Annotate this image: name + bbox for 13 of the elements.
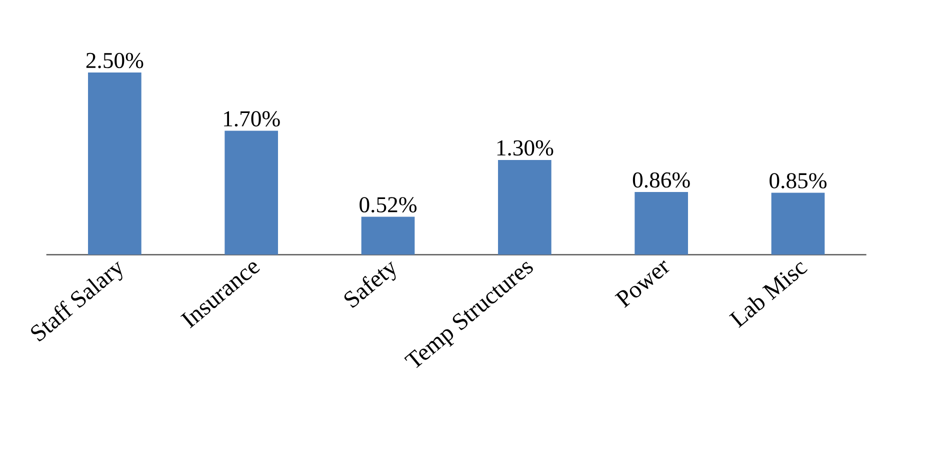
bar [224, 130, 278, 255]
bar [88, 72, 142, 255]
data-label: 1.70% [224, 111, 280, 127]
bar [361, 216, 415, 255]
bar [498, 160, 552, 255]
data-label: 1.30% [497, 140, 554, 156]
bar [634, 192, 688, 255]
data-label: 0.52% [360, 197, 417, 212]
x-tick-label: Lab Misc [728, 262, 808, 328]
data-label: 0.85% [770, 173, 827, 188]
data-label: 0.86% [632, 172, 690, 188]
bar [771, 192, 825, 255]
data-label: 2.50% [86, 52, 144, 68]
